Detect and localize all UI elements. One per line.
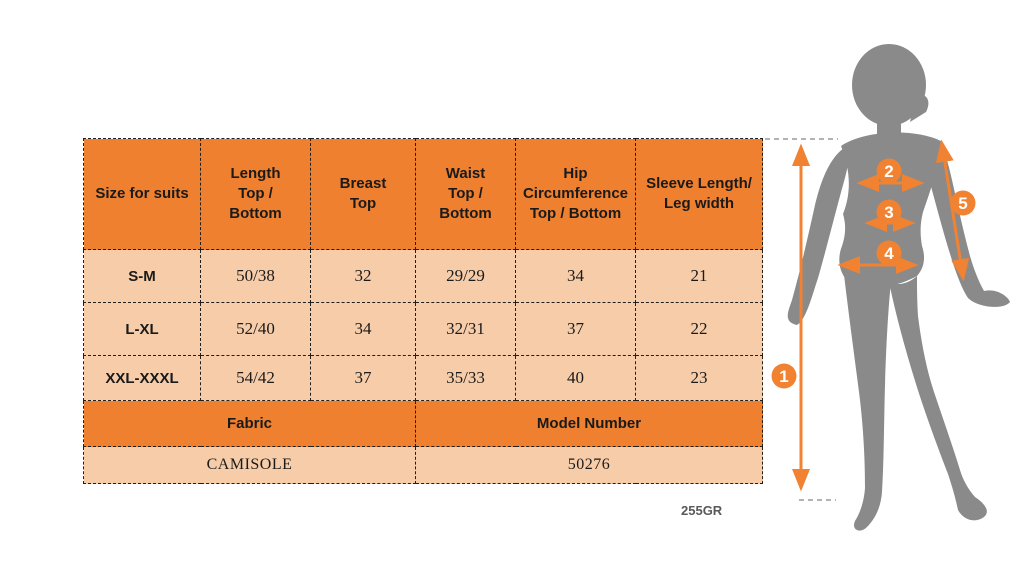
sleeve-arrow bbox=[935, 139, 970, 282]
silhouette-left-leg bbox=[843, 266, 891, 531]
silhouette-right-leg bbox=[889, 276, 987, 521]
marker-circle-3 bbox=[876, 199, 902, 225]
model-number-value: 50276 bbox=[415, 446, 763, 484]
breast-cell: 32 bbox=[310, 249, 416, 303]
header-hip: Hip Circumference Top / Bottom bbox=[515, 138, 636, 250]
marker-label-4: 4 bbox=[884, 244, 894, 263]
hip-cell: 40 bbox=[515, 355, 636, 401]
length-cell: 54/42 bbox=[200, 355, 311, 401]
fabric-value: CAMISOLE bbox=[83, 446, 416, 484]
sleeve-cell: 23 bbox=[635, 355, 763, 401]
marker-badges: 1 2 3 4 5 bbox=[771, 158, 976, 389]
fabric-label: Fabric bbox=[83, 400, 416, 447]
size-cell: L-XL bbox=[83, 302, 201, 356]
marker-circle-2 bbox=[876, 158, 902, 184]
model-number-label: Model Number bbox=[415, 400, 763, 447]
table-row: L-XL 52/40 34 32/31 37 22 bbox=[83, 302, 763, 356]
header-size-for-suits: Size for suits bbox=[83, 138, 201, 250]
marker-circle-4 bbox=[876, 240, 902, 266]
table-row: S-M 50/38 32 29/29 34 21 bbox=[83, 249, 763, 303]
sleeve-cell: 22 bbox=[635, 302, 763, 356]
silhouette-hair-flip bbox=[910, 94, 929, 122]
fabric-model-value-row: CAMISOLE 50276 bbox=[83, 446, 763, 484]
header-waist: Waist Top / Bottom bbox=[415, 138, 516, 250]
size-cell: S-M bbox=[83, 249, 201, 303]
female-silhouette bbox=[787, 44, 1010, 531]
sleeve-cell: 21 bbox=[635, 249, 763, 303]
silhouette-head bbox=[852, 44, 926, 126]
waist-cell: 29/29 bbox=[415, 249, 516, 303]
body-measurement-figure: 1 2 3 4 5 bbox=[765, 44, 1010, 531]
product-code: 255GR bbox=[681, 503, 723, 518]
table-row: XXL-XXXL 54/42 37 35/33 40 23 bbox=[83, 355, 763, 401]
marker-label-5: 5 bbox=[958, 194, 967, 213]
marker-circle-5 bbox=[950, 190, 976, 216]
size-table: Size for suits Length Top / Bottom Breas… bbox=[83, 138, 763, 484]
hip-cell: 34 bbox=[515, 249, 636, 303]
silhouette-left-arm bbox=[787, 146, 849, 325]
marker-label-2: 2 bbox=[884, 162, 893, 181]
waist-cell: 32/31 bbox=[415, 302, 516, 356]
size-cell: XXL-XXXL bbox=[83, 355, 201, 401]
silhouette-right-arm bbox=[924, 139, 1010, 307]
breast-cell: 34 bbox=[310, 302, 416, 356]
fabric-model-label-row: Fabric Model Number bbox=[83, 400, 763, 447]
size-table-header-row: Size for suits Length Top / Bottom Breas… bbox=[83, 138, 763, 250]
marker-circle-1 bbox=[771, 363, 797, 389]
length-cell: 52/40 bbox=[200, 302, 311, 356]
length-cell: 50/38 bbox=[200, 249, 311, 303]
header-length: Length Top / Bottom bbox=[200, 138, 311, 250]
marker-label-3: 3 bbox=[884, 203, 893, 222]
header-sleeve: Sleeve Length/ Leg width bbox=[635, 138, 763, 250]
marker-label-1: 1 bbox=[779, 367, 788, 386]
hip-cell: 37 bbox=[515, 302, 636, 356]
header-breast: Breast Top bbox=[310, 138, 416, 250]
waist-cell: 35/33 bbox=[415, 355, 516, 401]
breast-cell: 37 bbox=[310, 355, 416, 401]
